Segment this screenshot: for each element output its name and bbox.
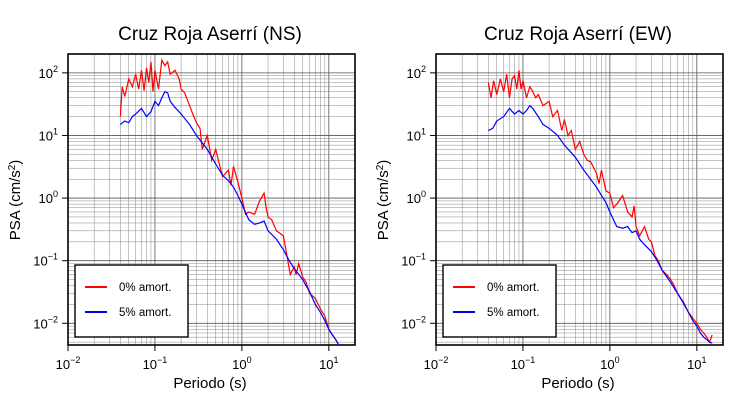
y-tick-label: 100: [39, 189, 58, 206]
series-line-5pct: [119, 90, 340, 346]
legend-box: [442, 264, 557, 338]
y-tick-label: 10−1: [33, 252, 58, 269]
chart-panel-ew: Cruz Roja Aserrí (EW) PSA (cm/s2) Period…: [375, 24, 724, 392]
legend-label: 0% amort.: [119, 282, 171, 294]
y-axis-label: PSA (cm/s2): [7, 160, 25, 241]
y-tick-label: 10−2: [401, 314, 426, 331]
plot-frame: [67, 53, 356, 346]
y-tick-label: 100: [407, 189, 426, 206]
y-tick-label: 10−1: [401, 252, 426, 269]
chart-title: Cruz Roja Aserrí (EW): [484, 24, 672, 45]
legend-label: 5% amort.: [119, 307, 171, 319]
x-axis-label: Periodo (s): [173, 375, 246, 392]
series-line-0pct: [487, 70, 713, 344]
legend-box: [74, 264, 189, 338]
legend-label: 0% amort.: [487, 282, 539, 294]
y-tick-label: 102: [407, 64, 426, 81]
x-axis-label: Periodo (s): [541, 375, 614, 392]
x-tick-label: 10−2: [424, 355, 449, 372]
legend-label: 5% amort.: [487, 307, 539, 319]
x-tick-label: 10−1: [511, 355, 536, 372]
plot-frame: [435, 53, 724, 346]
y-tick-label: 101: [407, 126, 426, 143]
series-line-0pct: [119, 58, 340, 346]
y-tick-label: 101: [39, 126, 58, 143]
legend: 0% amort. 5% amort.: [442, 264, 557, 338]
x-tick-label: 100: [600, 355, 619, 372]
x-tick-label: 101: [687, 355, 706, 372]
y-tick-label: 10−2: [33, 314, 58, 331]
chart-title: Cruz Roja Aserrí (NS): [118, 24, 302, 45]
legend: 0% amort. 5% amort.: [74, 264, 189, 338]
chart-panel-ns: Cruz Roja Aserrí (NS) PSA (cm/s2) Period…: [7, 24, 356, 392]
y-axis-label: PSA (cm/s2): [375, 160, 393, 241]
y-tick-label: 102: [39, 64, 58, 81]
x-tick-label: 101: [319, 355, 338, 372]
x-tick-label: 10−2: [56, 355, 81, 372]
x-tick-label: 100: [232, 355, 251, 372]
x-tick-label: 10−1: [143, 355, 168, 372]
series-line-5pct: [488, 104, 713, 344]
